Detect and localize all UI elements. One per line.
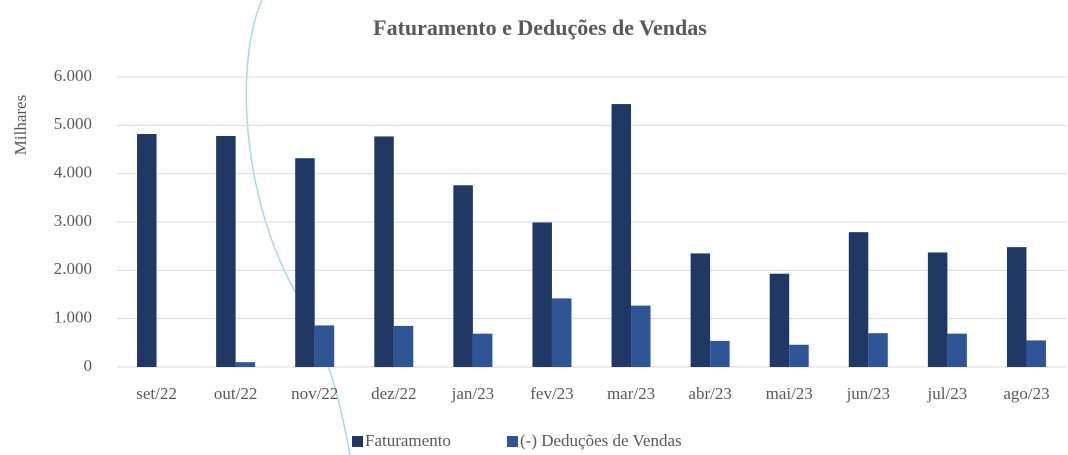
decorative-curve bbox=[245, 0, 351, 455]
x-tick-label: dez/22 bbox=[371, 384, 416, 403]
y-axis-label: Milhares bbox=[11, 95, 30, 155]
y-tick-label: 5.000 bbox=[54, 114, 92, 133]
bar bbox=[216, 135, 236, 367]
bar bbox=[927, 252, 948, 367]
x-tick-label: jan/23 bbox=[451, 384, 495, 403]
bar bbox=[314, 325, 335, 367]
x-tick-label: nov/22 bbox=[291, 384, 338, 403]
chart-title: Faturamento e Deduções de Vendas bbox=[373, 15, 707, 40]
y-tick-label: 2.000 bbox=[54, 259, 92, 278]
bar bbox=[1026, 340, 1046, 367]
y-tick-label: 4.000 bbox=[54, 163, 92, 182]
y-tick-label: 1.000 bbox=[54, 308, 92, 327]
bar bbox=[374, 136, 394, 367]
bar bbox=[235, 362, 256, 367]
bar bbox=[710, 340, 730, 367]
bar bbox=[551, 298, 572, 367]
x-tick-label: abr/23 bbox=[688, 384, 731, 403]
y-tick-label: 6.000 bbox=[54, 66, 92, 85]
bar bbox=[453, 185, 473, 367]
bar bbox=[947, 333, 967, 367]
bar bbox=[868, 333, 888, 367]
y-tick-label: 3.000 bbox=[54, 211, 92, 230]
bar bbox=[789, 344, 809, 367]
x-tick-label: jul/23 bbox=[927, 384, 968, 403]
x-tick-label: mar/23 bbox=[607, 384, 655, 403]
x-tick-label: out/22 bbox=[214, 384, 257, 403]
bar bbox=[1006, 247, 1027, 367]
x-tick-label: ago/23 bbox=[1003, 384, 1049, 403]
x-tick-label: fev/23 bbox=[530, 384, 573, 403]
bar bbox=[848, 232, 869, 367]
bar bbox=[690, 253, 711, 367]
x-tick-label: set/22 bbox=[136, 384, 177, 403]
y-tick-label: 0 bbox=[84, 356, 93, 375]
x-tick-label: jun/23 bbox=[846, 384, 890, 403]
bar bbox=[631, 305, 651, 367]
legend-swatch bbox=[352, 436, 363, 447]
legend-label: (-) Deduções de Vendas bbox=[520, 431, 682, 450]
bar bbox=[611, 104, 632, 368]
bar bbox=[137, 134, 157, 367]
x-tick-label: mai/23 bbox=[766, 384, 813, 403]
bar bbox=[393, 325, 414, 367]
bar bbox=[295, 158, 315, 367]
legend-swatch bbox=[507, 436, 518, 447]
bar bbox=[769, 273, 790, 367]
bar bbox=[472, 333, 493, 367]
bar bbox=[532, 222, 552, 367]
legend-label: Faturamento bbox=[365, 431, 451, 450]
